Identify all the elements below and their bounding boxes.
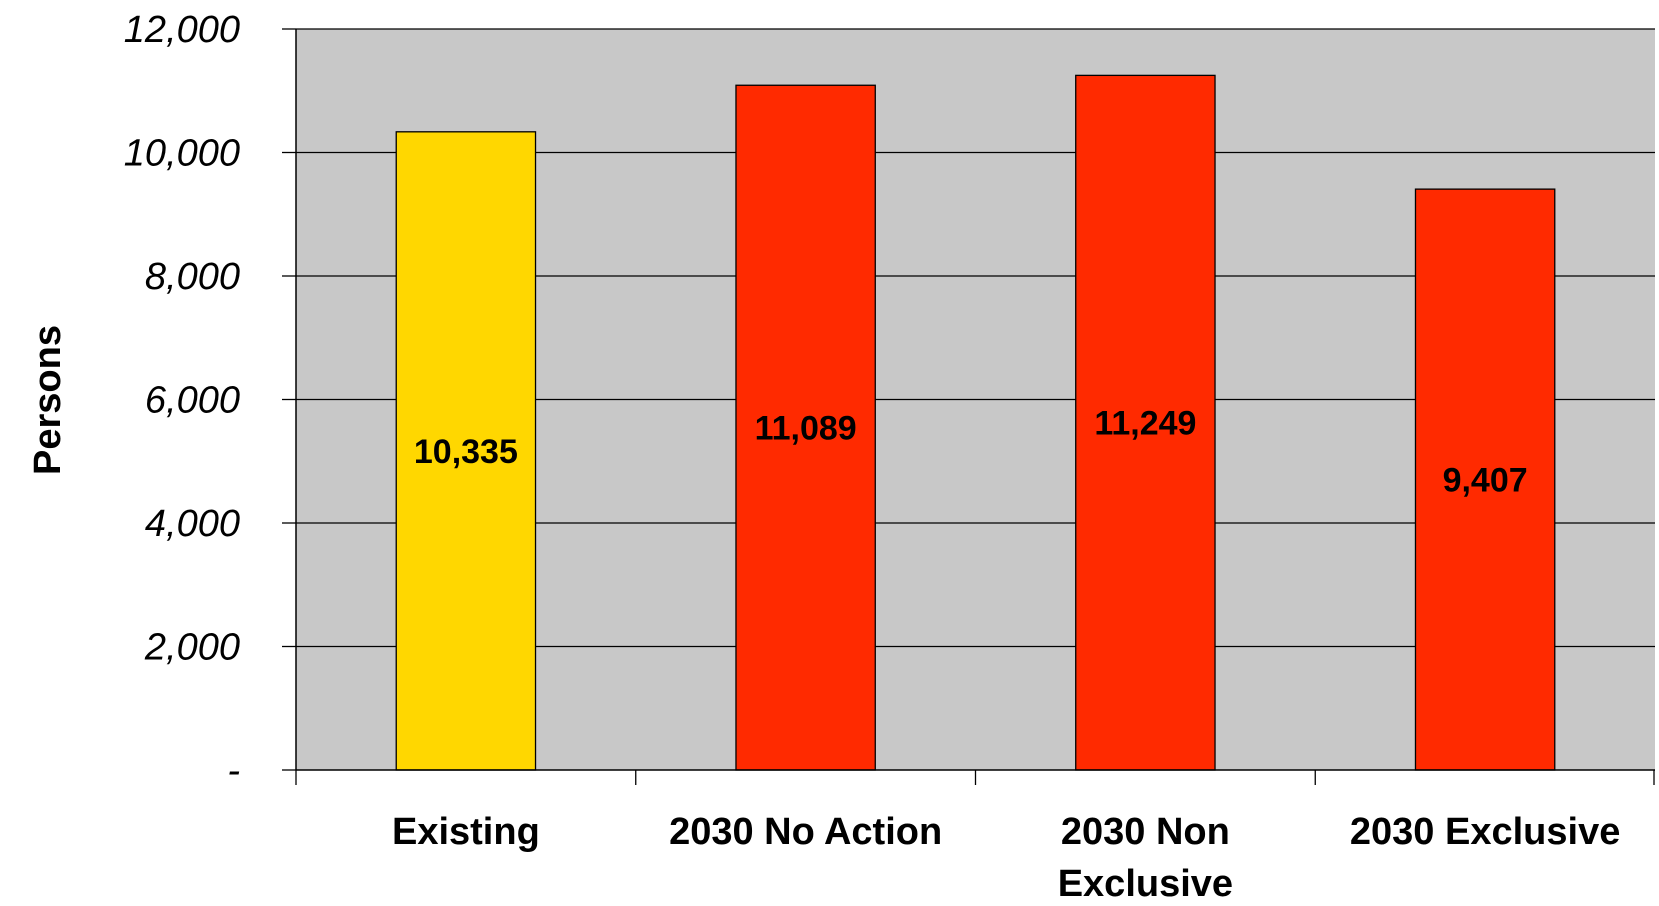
y-tick-label: - xyxy=(227,750,240,792)
bar xyxy=(735,84,876,771)
y-tick-labels: - 2,000 4,000 6,000 8,000 10,000 12,000 xyxy=(124,9,240,792)
data-label: 11,089 xyxy=(755,410,857,448)
x-tick-label: Existing xyxy=(392,811,540,853)
bars xyxy=(395,74,1556,771)
x-tick-labels: Existing 2030 No Action 2030 Non Exclusive 2… xyxy=(392,811,1620,905)
axes xyxy=(282,28,1655,785)
y-tick-label: 8,000 xyxy=(145,256,240,298)
y-axis-label: Persons xyxy=(27,325,69,475)
y-tick-label: 4,000 xyxy=(145,503,240,545)
x-tick-label: 2030 Exclusive xyxy=(1350,811,1620,853)
data-label: 10,335 xyxy=(414,433,518,471)
x-tick-label: 2030 No Action xyxy=(669,811,942,853)
data-label: 9,407 xyxy=(1443,462,1528,500)
data-label: 11,249 xyxy=(1094,405,1196,443)
bar xyxy=(395,131,537,771)
x-tick-label: 2030 Non xyxy=(1061,811,1230,853)
y-tick-label: 6,000 xyxy=(145,380,240,422)
x-tick-label: Exclusive xyxy=(1058,863,1233,905)
y-tick-label: 2,000 xyxy=(144,627,240,669)
y-tick-label: 10,000 xyxy=(124,133,240,175)
y-tick-label: 12,000 xyxy=(124,9,240,51)
data-labels: 10,335 11,089 11,249 9,407 xyxy=(414,405,1528,500)
